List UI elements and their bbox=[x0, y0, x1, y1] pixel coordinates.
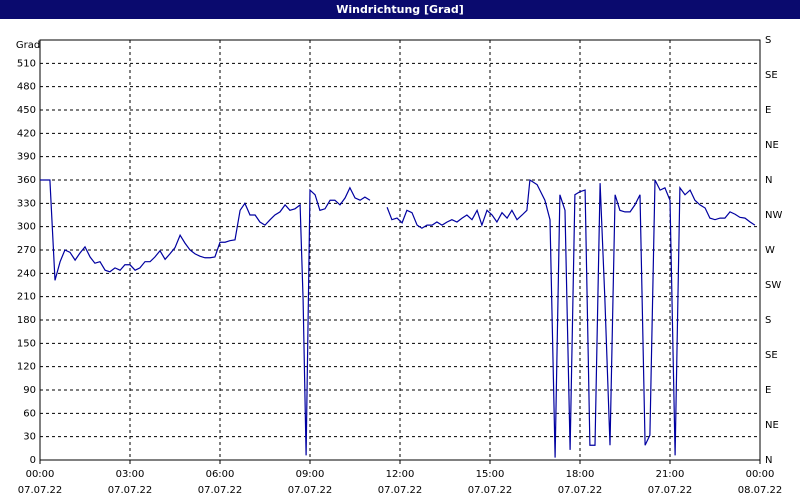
y-tick-label: 150 bbox=[17, 338, 36, 349]
x-tick-label: 03:00 bbox=[116, 469, 145, 480]
x-tick-label: 00:00 bbox=[26, 469, 55, 480]
x-tick-date: 07.07.22 bbox=[378, 485, 423, 496]
plot-border bbox=[39, 39, 761, 461]
y2-tick-label: E bbox=[765, 105, 771, 116]
y2-tick-label: SE bbox=[765, 70, 778, 81]
y2-tick-label: S bbox=[765, 35, 771, 46]
y-tick-label: 360 bbox=[17, 175, 36, 186]
x-tick-date: 07.07.22 bbox=[558, 485, 603, 496]
y-tick-label: 60 bbox=[23, 408, 36, 419]
y2-tick-label: SW bbox=[765, 280, 781, 291]
y-tick-label: 180 bbox=[17, 315, 36, 326]
x-tick-date: 07.07.22 bbox=[18, 485, 63, 496]
y-tick-label: 300 bbox=[17, 222, 36, 233]
x-tick-label: 12:00 bbox=[386, 469, 415, 480]
x-tick-date: 07.07.22 bbox=[468, 485, 513, 496]
y2-tick-label: S bbox=[765, 315, 771, 326]
y-tick-label: 0 bbox=[30, 455, 36, 466]
x-tick-date: 08.07.22 bbox=[738, 485, 783, 496]
y2-tick-label: NE bbox=[765, 420, 779, 431]
y-tick-label: 420 bbox=[17, 128, 36, 139]
title-bar bbox=[0, 0, 800, 19]
y-tick-label: 390 bbox=[17, 152, 36, 163]
x-tick-label: 15:00 bbox=[476, 469, 505, 480]
x-tick-date: 07.07.22 bbox=[108, 485, 153, 496]
x-tick-date: 07.07.22 bbox=[288, 485, 333, 496]
y-tick-label: 450 bbox=[17, 105, 36, 116]
x-tick-date: 07.07.22 bbox=[648, 485, 693, 496]
y2-tick-label: NE bbox=[765, 140, 779, 151]
y-tick-label: 330 bbox=[17, 198, 36, 209]
chart-title: Windrichtung [Grad] bbox=[336, 3, 464, 16]
x-tick-label: 00:00 bbox=[746, 469, 775, 480]
y2-tick-label: W bbox=[765, 245, 775, 256]
x-tick-label: 06:00 bbox=[206, 469, 235, 480]
x-tick-date: 07.07.22 bbox=[198, 485, 243, 496]
y2-tick-label: E bbox=[765, 385, 771, 396]
y2-tick-label: N bbox=[765, 175, 772, 186]
y-tick-label: 210 bbox=[17, 292, 36, 303]
y-tick-label: 510 bbox=[17, 58, 36, 69]
y-tick-label: 270 bbox=[17, 245, 36, 256]
y2-tick-label: SE bbox=[765, 350, 778, 361]
y-tick-label: 480 bbox=[17, 82, 36, 93]
data-line bbox=[386, 178, 756, 458]
data-line bbox=[40, 179, 371, 456]
y-tick-label: 90 bbox=[23, 385, 36, 396]
y-tick-label: 240 bbox=[17, 268, 36, 279]
y2-tick-label: N bbox=[765, 455, 772, 466]
y-axis-label: Grad bbox=[16, 40, 40, 51]
x-tick-label: 18:00 bbox=[566, 469, 595, 480]
y-tick-label: 30 bbox=[23, 432, 36, 443]
x-tick-label: 09:00 bbox=[296, 469, 325, 480]
x-tick-label: 21:00 bbox=[656, 469, 685, 480]
y-tick-label: 120 bbox=[17, 362, 36, 373]
y2-tick-label: NW bbox=[765, 210, 782, 221]
